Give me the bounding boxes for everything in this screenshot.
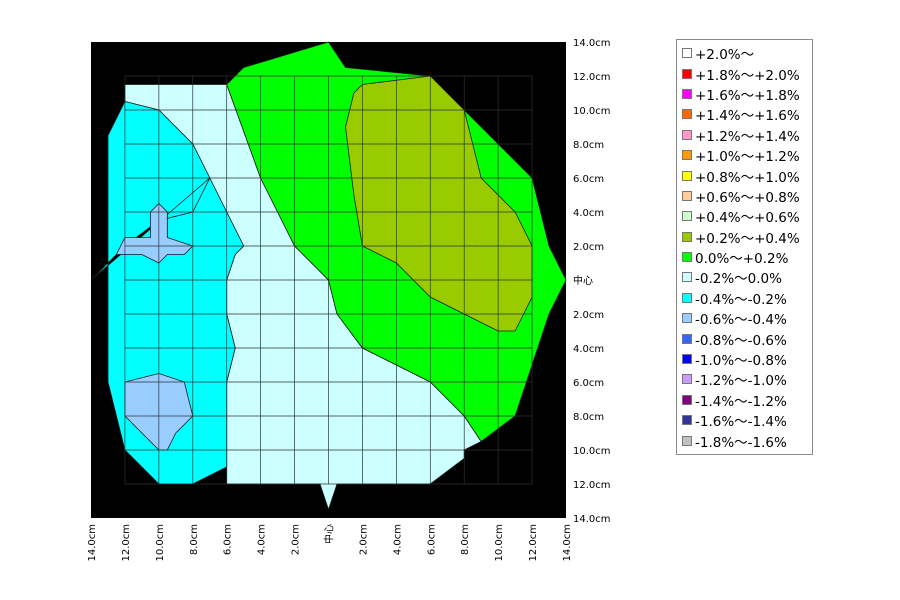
x-tick-label: 8.0cm <box>189 524 200 555</box>
legend-items: +2.0%～ +1.8%～+2.0% +1.6%～+1.8% +1.4%～+1.6% +… <box>677 43 812 451</box>
y-tick-labels: 14.0cm 12.0cm 10.0cm 8.0cm 6.0cm 4.0cm 2.0cm 中心… <box>573 38 611 525</box>
y-tick-label: 10.0cm <box>573 446 611 457</box>
legend-item: -0.6%～-0.4% <box>677 308 812 328</box>
legend-swatch <box>682 252 692 263</box>
legend-label: +0.2%～+0.4% <box>695 230 800 247</box>
y-tick-label: 8.0cm <box>573 140 604 151</box>
legend-label: -0.8%～-0.6% <box>695 332 787 349</box>
legend-swatch <box>682 333 692 344</box>
y-tick-label: 12.0cm <box>573 480 611 491</box>
legend-item: +1.6%～+1.8% <box>677 84 812 104</box>
legend-label: +1.6%～+1.8% <box>695 87 800 104</box>
legend-label: -1.8%～-1.6% <box>695 434 787 451</box>
legend-item: -1.6%～-1.4% <box>677 410 812 430</box>
legend-swatch <box>682 292 692 303</box>
x-tick-labels: 14.0cm 12.0cm 10.0cm 8.0cm 6.0cm 4.0cm 2.0cm 中心… <box>87 524 573 562</box>
x-tick-label: 4.0cm <box>257 524 268 555</box>
legend-item: +1.4%～+1.6% <box>677 104 812 124</box>
legend-label: +1.8%～+2.0% <box>695 67 800 84</box>
legend-swatch <box>682 68 692 79</box>
legend-item: +1.0%～+1.2% <box>677 145 812 165</box>
legend-item: -0.2%～0.0% <box>677 267 812 287</box>
legend-swatch <box>682 129 692 140</box>
y-tick-label: 8.0cm <box>573 412 604 423</box>
legend: +2.0%～ +1.8%～+2.0% +1.6%～+1.8% +1.4%～+1.6% +… <box>676 39 813 455</box>
y-tick-label: 6.0cm <box>573 378 604 389</box>
x-tick-label: 14.0cm <box>562 524 573 562</box>
legend-item: +1.2%～+1.4% <box>677 125 812 145</box>
legend-label: +0.4%～+0.6% <box>695 210 800 227</box>
x-tick-label: 12.0cm <box>528 524 539 562</box>
legend-item: -1.8%～-1.6% <box>677 430 812 451</box>
legend-item: +0.4%～+0.6% <box>677 206 812 226</box>
legend-label: -1.6%～-1.4% <box>695 414 787 431</box>
y-tick-label: 2.0cm <box>573 310 604 321</box>
x-tick-label: 2.0cm <box>358 524 369 555</box>
legend-item: +2.0%～ <box>677 43 812 63</box>
legend-item: +0.6%～+0.8% <box>677 186 812 206</box>
legend-swatch <box>682 150 692 161</box>
legend-label: +0.8%～+1.0% <box>695 169 800 186</box>
legend-item: +0.2%～+0.4% <box>677 227 812 247</box>
legend-item: +0.8%～+1.0% <box>677 165 812 186</box>
y-tick-label: 10.0cm <box>573 106 611 117</box>
legend-label: -0.2%～0.0% <box>695 271 782 288</box>
legend-label: +1.0%～+1.2% <box>695 149 800 166</box>
legend-label: +1.2%～+1.4% <box>695 128 800 145</box>
legend-item: -0.8%～-0.6% <box>677 328 812 349</box>
legend-swatch <box>682 190 692 201</box>
legend-swatch <box>682 272 692 283</box>
legend-swatch <box>682 211 692 222</box>
legend-label: +2.0%～ <box>695 47 755 64</box>
x-tick-label: 10.0cm <box>494 524 505 562</box>
legend-label: 0.0%～+0.2% <box>695 251 789 268</box>
legend-swatch <box>682 435 692 446</box>
legend-swatch <box>682 313 692 324</box>
legend-label: -1.0%～-0.8% <box>695 353 787 370</box>
y-tick-label: 中心 <box>573 274 593 287</box>
legend-item: -1.2%～-1.0% <box>677 369 812 389</box>
legend-swatch <box>682 354 692 365</box>
y-tick-label: 4.0cm <box>573 208 604 219</box>
legend-item: -1.4%～-1.2% <box>677 390 812 410</box>
x-tick-label: 2.0cm <box>291 524 302 555</box>
y-tick-label: 12.0cm <box>573 72 611 83</box>
grid-lines <box>124 75 533 485</box>
legend-item: +1.8%～+2.0% <box>677 63 812 84</box>
legend-swatch <box>682 170 692 181</box>
legend-label: -1.2%～-1.0% <box>695 373 787 390</box>
legend-label: +1.4%～+1.6% <box>695 108 800 125</box>
x-tick-label: 12.0cm <box>121 524 132 562</box>
y-tick-label: 2.0cm <box>573 242 604 253</box>
y-tick-label: 6.0cm <box>573 174 604 185</box>
legend-swatch <box>682 415 692 426</box>
x-tick-label: 4.0cm <box>392 524 403 555</box>
legend-swatch <box>682 109 692 120</box>
legend-item: -0.4%～-0.2% <box>677 288 812 308</box>
x-tick-label: 10.0cm <box>155 524 166 562</box>
legend-label: -1.4%～-1.2% <box>695 393 787 410</box>
legend-item: -1.0%～-0.8% <box>677 349 812 369</box>
legend-swatch <box>682 394 692 405</box>
legend-swatch <box>682 231 692 242</box>
legend-swatch <box>682 88 692 99</box>
y-tick-label: 14.0cm <box>573 38 611 49</box>
y-tick-label: 14.0cm <box>573 514 611 525</box>
legend-label: -0.6%～-0.4% <box>695 312 787 329</box>
x-tick-label: 中心 <box>323 524 336 544</box>
x-tick-label: 8.0cm <box>460 524 471 555</box>
legend-swatch <box>682 374 692 385</box>
x-tick-label: 14.0cm <box>87 524 98 562</box>
legend-swatch <box>682 48 692 59</box>
legend-label: +0.6%～+0.8% <box>695 189 800 206</box>
y-tick-label: 4.0cm <box>573 344 604 355</box>
legend-label: -0.4%～-0.2% <box>695 291 787 308</box>
x-tick-label: 6.0cm <box>426 524 437 555</box>
x-tick-label: 6.0cm <box>223 524 234 555</box>
legend-item: 0.0%～+0.2% <box>677 247 812 267</box>
